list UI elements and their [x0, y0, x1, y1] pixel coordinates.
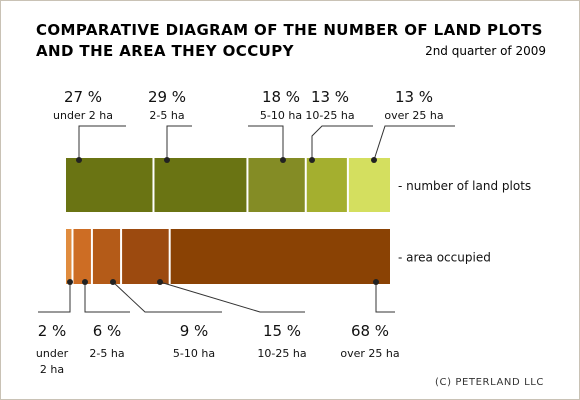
bar-segment-plots-1: [66, 158, 154, 212]
area-category-label-5: over 25 ha: [340, 347, 399, 360]
plots-percent-label-5: 13 %: [395, 88, 433, 106]
area-category-label-3: 5-10 ha: [173, 347, 215, 360]
leader-line-plots-4: [311, 125, 373, 160]
legend-label-area: - area occupied: [398, 251, 491, 265]
plots-category-label-4: 10-25 ha: [305, 109, 354, 122]
leader-line-plots-3: [248, 125, 284, 160]
leader-line-area-3: [112, 281, 222, 313]
area-percent-label-3: 9 %: [180, 322, 209, 340]
leader-dot-plots-4: [309, 157, 315, 163]
chart-title-line-1: COMPARATIVE DIAGRAM OF THE NUMBER OF LAN…: [36, 21, 543, 39]
bar-segment-area-4: [121, 229, 170, 284]
plots-percent-label-2: 29 %: [148, 88, 186, 106]
bar-segment-area-2: [72, 229, 92, 284]
leader-dot-area-2: [82, 279, 88, 285]
plots-category-label-5: over 25 ha: [384, 109, 443, 122]
leader-dot-plots-2: [164, 157, 170, 163]
leader-dot-area-3: [110, 279, 116, 285]
area-percent-label-4: 15 %: [263, 322, 301, 340]
leader-line-area-4: [159, 281, 305, 313]
area-percent-label-2: 6 %: [93, 322, 122, 340]
leader-dot-area-1: [67, 279, 73, 285]
area-percent-label-5: 68 %: [351, 322, 389, 340]
leader-dot-area-4: [157, 279, 163, 285]
plots-percent-label-1: 27 %: [64, 88, 102, 106]
leader-line-area-1: [38, 282, 71, 313]
area-category-label-1-line-2: 2 ha: [40, 363, 64, 376]
leader-dot-area-5: [373, 279, 379, 285]
bar-segment-area-3: [91, 229, 122, 284]
bar-segment-area-1: [66, 229, 73, 284]
leader-line-plots-5: [373, 125, 455, 161]
leader-dot-plots-5: [371, 157, 377, 163]
leader-dot-plots-1: [76, 157, 82, 163]
area-category-label-4: 10-25 ha: [257, 347, 306, 360]
leader-line-plots-2: [166, 125, 192, 160]
plots-percent-label-4: 13 %: [311, 88, 349, 106]
chart-title-line-2: AND THE AREA THEY OCCUPY: [36, 42, 294, 60]
bar-segment-area-5: [169, 229, 390, 284]
plots-category-label-3: 5-10 ha: [260, 109, 302, 122]
bar-segment-plots-5: [347, 158, 390, 212]
leader-line-plots-1: [78, 125, 126, 160]
area-percent-label-1: 2 %: [38, 322, 67, 340]
copyright-credit: (C) PETERLAND LLC: [434, 377, 544, 388]
area-category-label-2: 2-5 ha: [89, 347, 124, 360]
plots-category-label-1: under 2 ha: [53, 109, 113, 122]
area-category-label-1-line-1: under: [36, 347, 69, 360]
leader-dot-plots-3: [280, 157, 286, 163]
chart-subtitle: 2nd quarter of 2009: [425, 44, 546, 58]
plots-category-label-2: 2-5 ha: [149, 109, 184, 122]
leader-line-area-5: [375, 282, 395, 313]
bar-segment-plots-4: [305, 158, 348, 212]
plots-percent-label-3: 18 %: [262, 88, 300, 106]
bar-segment-plots-3: [247, 158, 306, 212]
bar-segment-plots-2: [153, 158, 248, 212]
legend-label-plots: - number of land plots: [398, 179, 531, 193]
leader-line-area-2: [84, 282, 130, 313]
